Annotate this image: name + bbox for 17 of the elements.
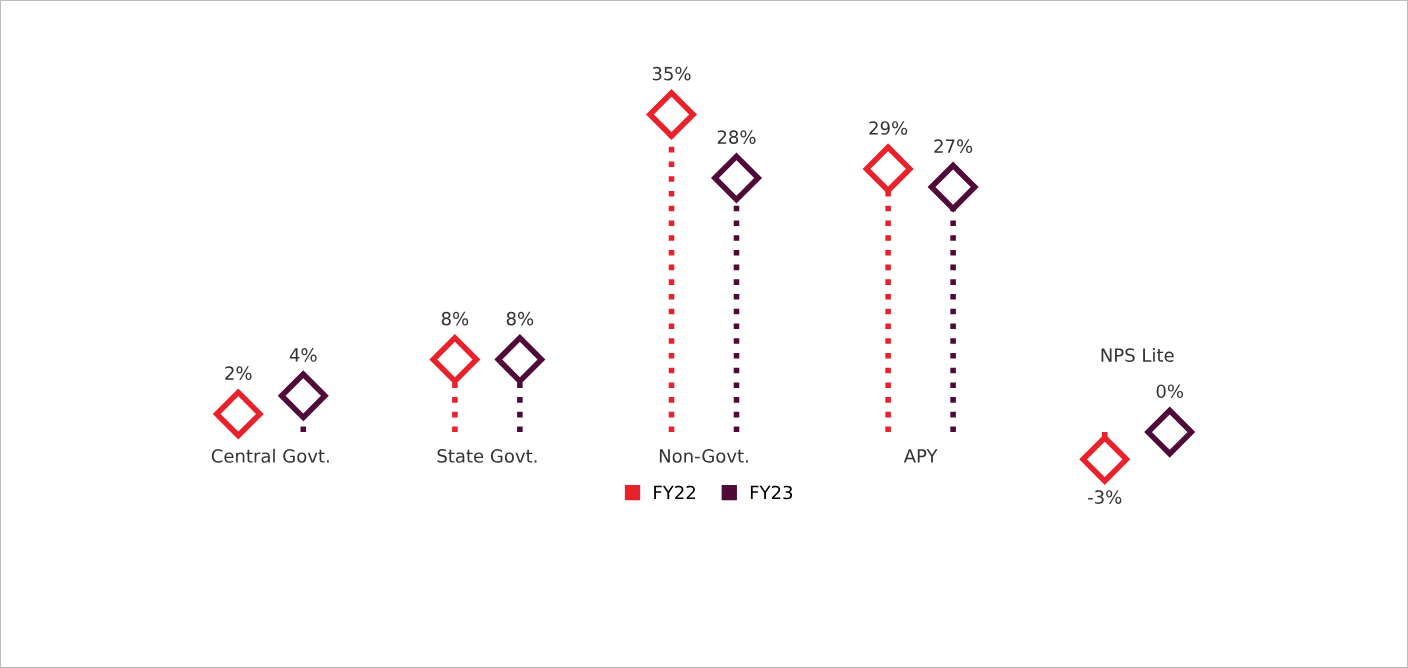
legend-label: FY22 — [654, 485, 695, 500]
x-tick-label: Central Govt. — [211, 448, 329, 463]
data-label: 8% — [506, 311, 534, 326]
data-label: -3% — [1088, 490, 1122, 504]
data-label: 28% — [717, 130, 756, 144]
data-label: 27% — [934, 139, 973, 154]
x-tick-label: State Govt. — [437, 449, 537, 463]
data-label: 2% — [225, 366, 252, 380]
data-label: 4% — [289, 348, 317, 362]
x-tick-label: Non-Govt. — [659, 449, 748, 463]
data-label: 0% — [1156, 384, 1184, 399]
legend-label: FY23 — [750, 485, 793, 500]
x-tick-label: APY — [903, 449, 938, 463]
data-label: 29% — [869, 121, 908, 135]
data-label: 35% — [652, 66, 691, 81]
data-label: 8% — [441, 311, 469, 326]
x-tick-label: NPS Lite — [1101, 347, 1174, 362]
